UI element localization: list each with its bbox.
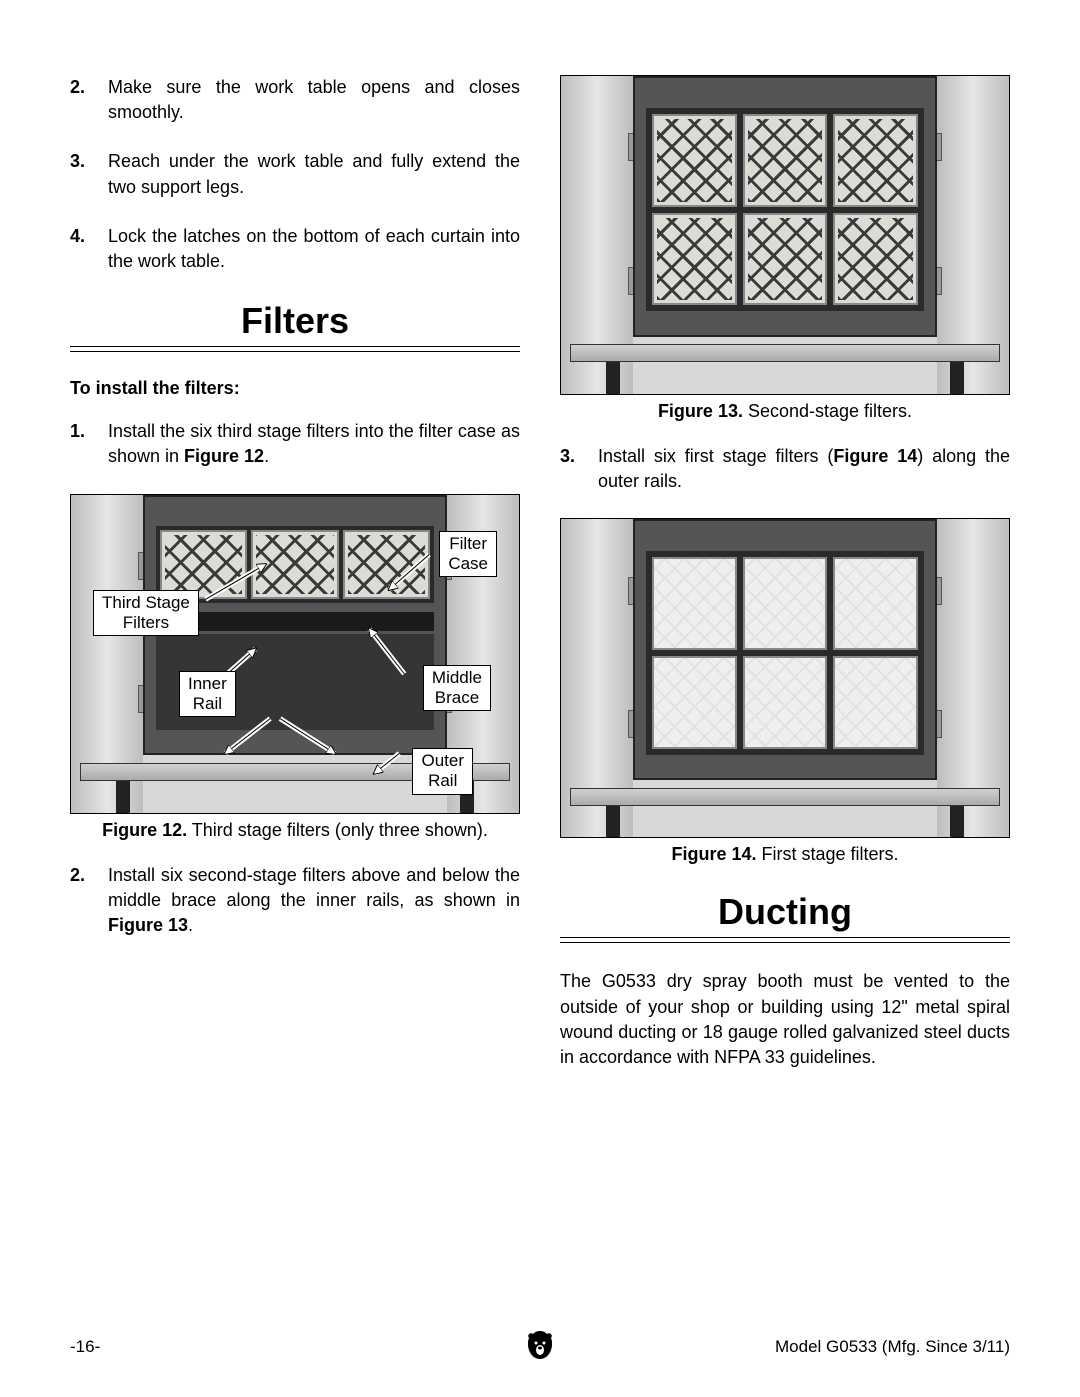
callout-third-stage: Third Stage Filters: [93, 590, 199, 637]
step-text: Install six first stage filters (Figure …: [598, 444, 1010, 494]
step-item: 4. Lock the latches on the bottom of each…: [70, 224, 520, 274]
step-number: 1.: [70, 419, 94, 469]
section-title-ducting: Ducting: [560, 891, 1010, 933]
steps-bot: 2. Install six second-stage filters abov…: [70, 863, 520, 939]
callout-outer-rail: Outer Rail: [412, 748, 473, 795]
ducting-paragraph: The G0533 dry spray booth must be vented…: [560, 969, 1010, 1070]
step-text: Install six second-stage filters above a…: [108, 863, 520, 939]
callout-inner-rail: Inner Rail: [179, 671, 236, 718]
step-item: 2. Install six second-stage filters abov…: [70, 863, 520, 939]
subheading: To install the filters:: [70, 378, 520, 399]
page-footer: -16- Model G0533 (Mfg. Since 3/11): [70, 1337, 1010, 1357]
divider: [560, 937, 1010, 943]
figure-12: Third Stage Filters Filter Case Inner Ra…: [70, 494, 520, 814]
section-title-filters: Filters: [70, 300, 520, 342]
steps-right: 3. Install six first stage filters (Figu…: [560, 444, 1010, 494]
left-column: 2. Make sure the work table opens and clo…: [70, 75, 520, 1070]
step-item: 3. Reach under the work table and fully e…: [70, 149, 520, 199]
model-info: Model G0533 (Mfg. Since 3/11): [775, 1337, 1010, 1357]
step-number: 2.: [70, 75, 94, 125]
step-text: Lock the latches on the bottom of each c…: [108, 224, 520, 274]
step-text: Reach under the work table and fully ext…: [108, 149, 520, 199]
step-number: 4.: [70, 224, 94, 274]
bear-logo-icon: [525, 1329, 555, 1366]
figure-14: [560, 518, 1010, 838]
step-number: 3.: [70, 149, 94, 199]
figure-13-caption: Figure 13. Second-stage filters.: [560, 401, 1010, 422]
callout-filter-case: Filter Case: [439, 531, 497, 578]
step-text: Install the six third stage filters into…: [108, 419, 520, 469]
page-number: -16-: [70, 1337, 100, 1357]
right-column: Figure 13. Second-stage filters. 3. Inst…: [560, 75, 1010, 1070]
figure-14-caption: Figure 14. First stage filters.: [560, 844, 1010, 865]
step-number: 3.: [560, 444, 584, 494]
step-item: 2. Make sure the work table opens and clo…: [70, 75, 520, 125]
figure-13: [560, 75, 1010, 395]
divider: [70, 346, 520, 352]
step-item: 1. Install the six third stage filters i…: [70, 419, 520, 469]
step-item: 3. Install six first stage filters (Figu…: [560, 444, 1010, 494]
figure-12-caption: Figure 12. Third stage filters (only thr…: [70, 820, 520, 841]
step-text: Make sure the work table opens and close…: [108, 75, 520, 125]
steps-top: 2. Make sure the work table opens and clo…: [70, 75, 520, 274]
steps-mid: 1. Install the six third stage filters i…: [70, 419, 520, 469]
callout-middle-brace: Middle Brace: [423, 665, 491, 712]
step-number: 2.: [70, 863, 94, 939]
